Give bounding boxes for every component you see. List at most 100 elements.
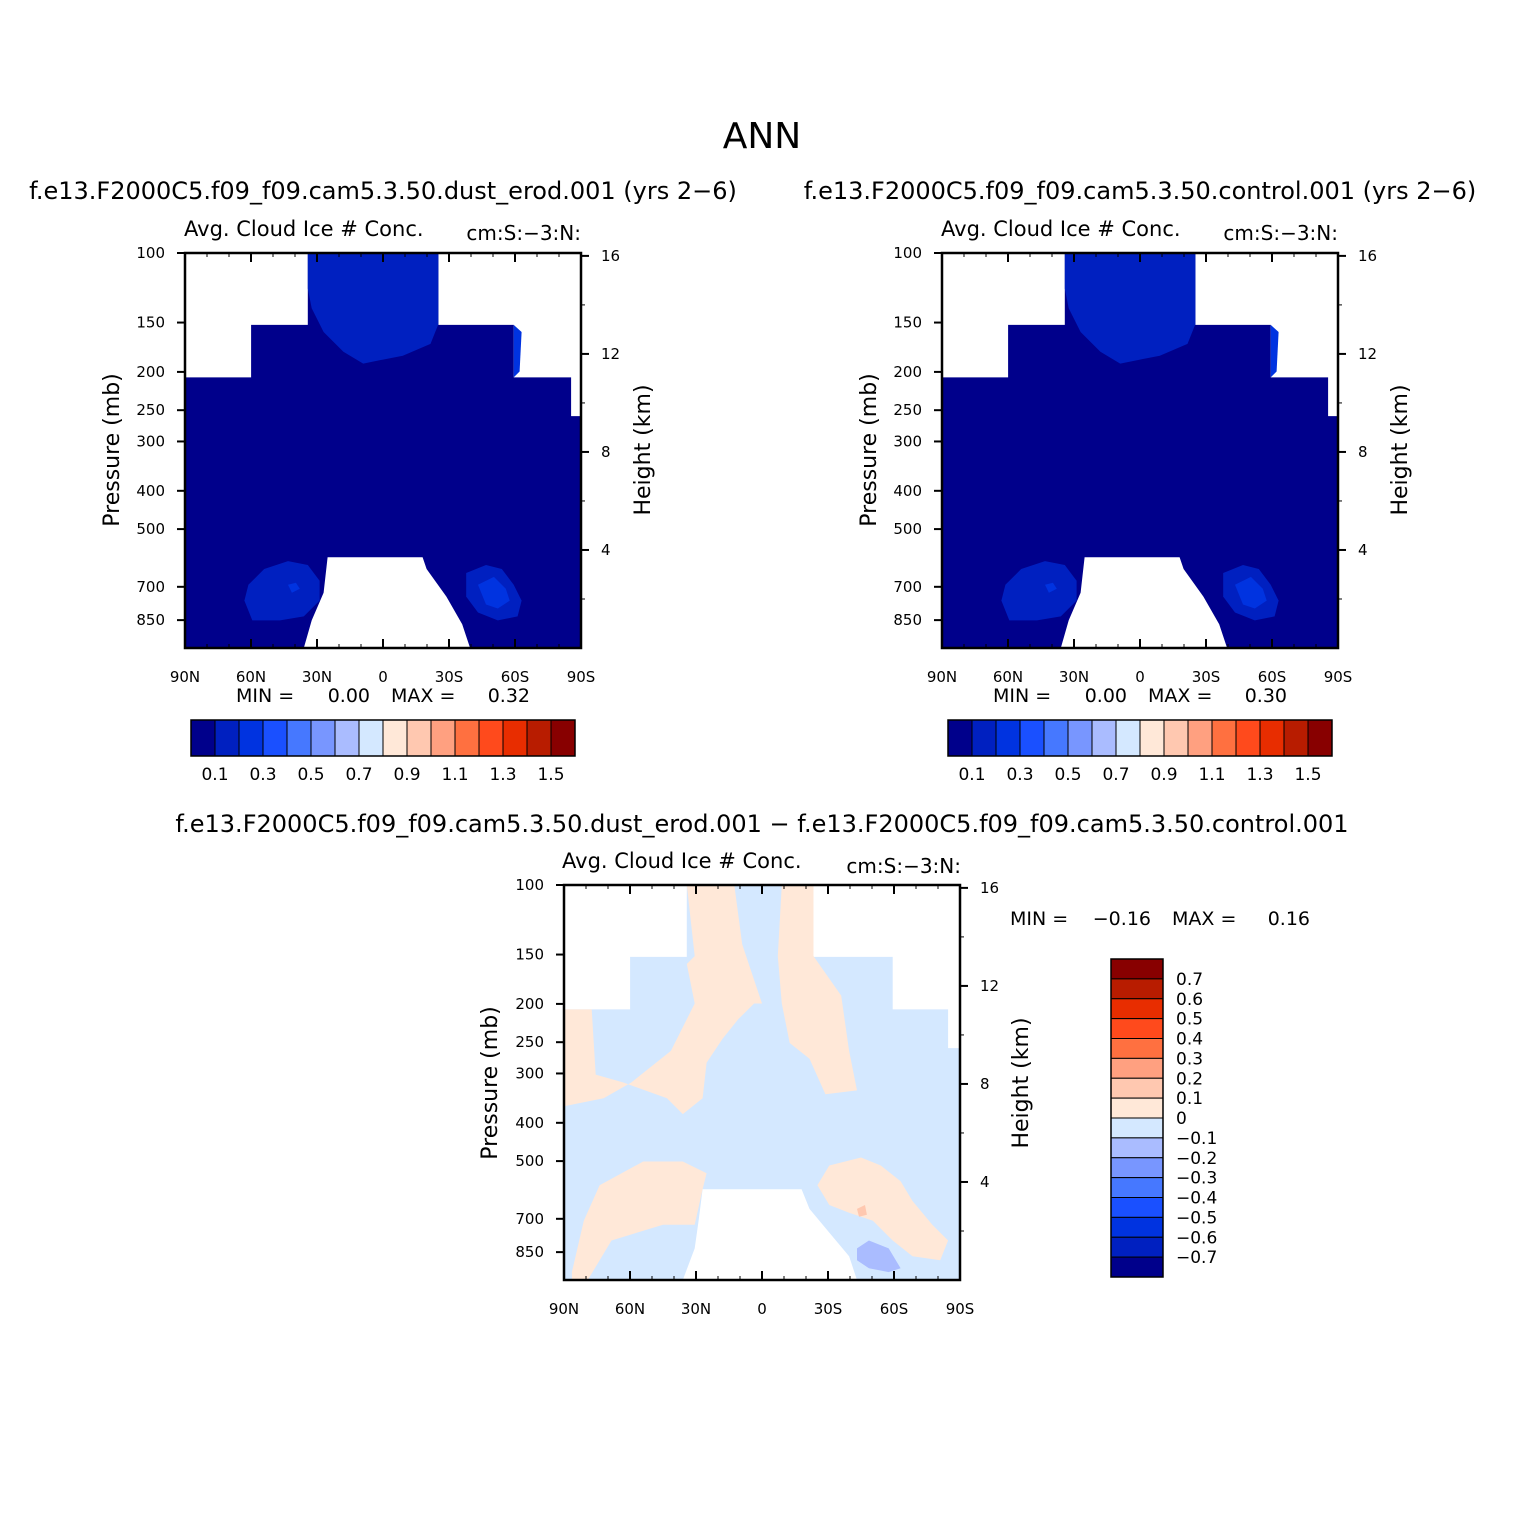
panel2-fill-base: [942, 253, 1338, 648]
panel3-fill-warm-lower-left: [571, 1161, 707, 1280]
panel1-xtick-label: 90N: [170, 668, 200, 686]
panel2-colorbar-label: 0.9: [1150, 765, 1177, 785]
panel1-y2tick-label: 8: [601, 443, 611, 461]
panel1-min-value: 0.00: [328, 685, 370, 707]
panel2-max-value: 0.30: [1245, 685, 1287, 707]
panel2-colorbar-box: [947, 719, 973, 757]
panel3-ytick-label: 200: [515, 995, 544, 1013]
panel1-colorbar-box: [430, 719, 456, 757]
panel2-xtick-label: 60N: [993, 668, 1023, 686]
panel3-ylabel: Pressure (mb): [478, 1006, 503, 1160]
panel3-ytick-label: 850: [515, 1243, 544, 1261]
panel3-colorbar-box: [1110, 978, 1164, 1000]
panel2-colorbar-label: 0.1: [958, 765, 985, 785]
panel1-xtick-label: 60S: [501, 668, 530, 686]
panel3-colorbar-label: 0.2: [1176, 1069, 1203, 1089]
panel3-fill-missing: [682, 1189, 857, 1280]
panel1-colorbar-box: [262, 719, 288, 757]
panel1-fill-missing: [303, 557, 471, 648]
panel1-colorbar-label: 0.3: [249, 765, 276, 785]
panel3-colorbar-box: [1110, 958, 1164, 980]
panel2-colorbar-box: [1187, 719, 1213, 757]
panel2-ytick-label: 300: [893, 432, 922, 450]
panel2-ytick-label: 500: [893, 520, 922, 538]
panel3-colorbar-box: [1110, 1236, 1164, 1258]
panel2-colorbar-box: [1211, 719, 1237, 757]
panel2-xtick-label: 0: [1135, 668, 1145, 686]
panel2-ytick-label: 100: [893, 244, 922, 262]
panel3-xtick-label: 60N: [615, 1300, 645, 1318]
panel3-subtitle: Avg. Cloud Ice # Conc.: [562, 849, 802, 873]
panel1-colorbar-box: [550, 719, 576, 757]
panel1-colorbar-box: [382, 719, 408, 757]
panel3-colorbar-box: [1110, 1137, 1164, 1159]
panel2-fill-blob-left: [1001, 561, 1077, 621]
panel3-title: f.e13.F2000C5.f09_f09.cam5.3.50.dust_ero…: [175, 810, 1348, 838]
panel1-max-label: MAX =: [391, 685, 455, 707]
panel3-colorbar-box: [1110, 1157, 1164, 1179]
panel2-plot: 90N 60N 30N 0 30S 60S 90S 100 150 200 250 300 400 500…: [893, 244, 1377, 686]
panel2-colorbar-box: [1307, 719, 1333, 757]
panel1-colorbar-frame: [190, 719, 576, 757]
panel3-colorbar-label: 0: [1176, 1109, 1187, 1129]
panel2-colorbar-box: [1163, 719, 1189, 757]
panel1-ytick-label: 700: [136, 578, 165, 596]
panel2-colorbar-box: [1043, 719, 1069, 757]
panel2-xtick-label: 30N: [1059, 668, 1089, 686]
panel2-fill-upper: [1064, 253, 1196, 364]
panel2-min-label: MIN =: [993, 685, 1051, 707]
panel2-colorbar-label: 1.1: [1198, 765, 1225, 785]
panel3-colorbar-label: −0.2: [1176, 1149, 1217, 1169]
panel3-colorbar-box: [1110, 1197, 1164, 1218]
panel1-colorbar-label: 0.9: [393, 765, 420, 785]
panel3-y2tick-label: 16: [980, 879, 999, 897]
panel2-colorbar-box: [971, 719, 997, 757]
panel2-colorbar-frame: [947, 719, 1333, 757]
panel2-subtitle: Avg. Cloud Ice # Conc.: [941, 217, 1181, 241]
panel2-y2tick-label: 16: [1358, 247, 1377, 265]
panel1-colorbar-box: [406, 719, 432, 757]
panel3-plot: 90N 60N 30N 0 30S 60S 90S 100 150 200 250 300 400 500…: [515, 876, 999, 1318]
panel2-xtick-label: 60S: [1258, 668, 1287, 686]
panel2-colorbar-label: 0.7: [1102, 765, 1129, 785]
panel1-colorbar-label: 0.1: [201, 765, 228, 785]
panel1-colorbar-label: 0.7: [345, 765, 372, 785]
panel2-ytick-label: 200: [893, 363, 922, 381]
panel3-min-value: −0.16: [1093, 908, 1151, 930]
panel2-xtick-label: 90S: [1324, 668, 1353, 686]
panel3-colorbar-label: −0.4: [1176, 1189, 1217, 1209]
panel1-colorbar-label: 1.3: [489, 765, 516, 785]
panel3-y2tick-label: 4: [980, 1173, 990, 1191]
panel1-ytick-label: 400: [136, 482, 165, 500]
panel1-colorbar-box: [190, 719, 216, 757]
panel2-max-label: MAX =: [1148, 685, 1212, 707]
panel3-colorbar-label: −0.1: [1176, 1129, 1217, 1149]
panel3-fill-warm-upper-center: [777, 885, 857, 1095]
panel3-max-value: 0.16: [1268, 908, 1310, 930]
panel2-colorbar-box: [1283, 719, 1309, 757]
panel3-colorbar-box: [1110, 1077, 1164, 1099]
panel2-colorbar-label: 1.3: [1246, 765, 1273, 785]
panel1-ytick-label: 150: [136, 314, 165, 332]
panel3-xtick-label: 0: [757, 1300, 767, 1318]
panel1-colorbar-box: [310, 719, 336, 757]
panel1-colorbar: 0.1 0.3 0.5 0.7 0.9 1.1 1.3 1.5: [190, 719, 576, 785]
panel3-fill-warm-spot: [857, 1205, 867, 1217]
panel2-colorbar: 0.1 0.3 0.5 0.7 0.9 1.1 1.3 1.5: [947, 719, 1333, 785]
panel2-colorbar-label: 1.5: [1294, 765, 1321, 785]
panel2-colorbar-box: [1067, 719, 1093, 757]
panel3-colorbar: 0.70.60.50.40.30.20.10−0.1−0.2−0.3−0.4−0…: [1110, 958, 1217, 1278]
panel2-ylabel: Pressure (mb): [857, 373, 882, 527]
panel2-y2tick-label: 12: [1358, 345, 1377, 363]
panel1-fill-blob-right-core: [478, 576, 510, 609]
panel2-colorbar-box: [1139, 719, 1165, 757]
panel1-ytick-label: 200: [136, 363, 165, 381]
panel2-colorbar-box: [995, 719, 1021, 757]
panel1-title: f.e13.F2000C5.f09_f09.cam5.3.50.dust_ero…: [29, 177, 737, 205]
panel2-colorbar-box: [1235, 719, 1261, 757]
panel1-fill-upper: [307, 253, 439, 364]
panel3-xtick-label: 30N: [681, 1300, 711, 1318]
panel3-colorbar-frame: [1110, 958, 1164, 1278]
panel3-y2label: Height (km): [1009, 1017, 1034, 1148]
panel3-colorbar-label: 0.3: [1176, 1049, 1203, 1069]
